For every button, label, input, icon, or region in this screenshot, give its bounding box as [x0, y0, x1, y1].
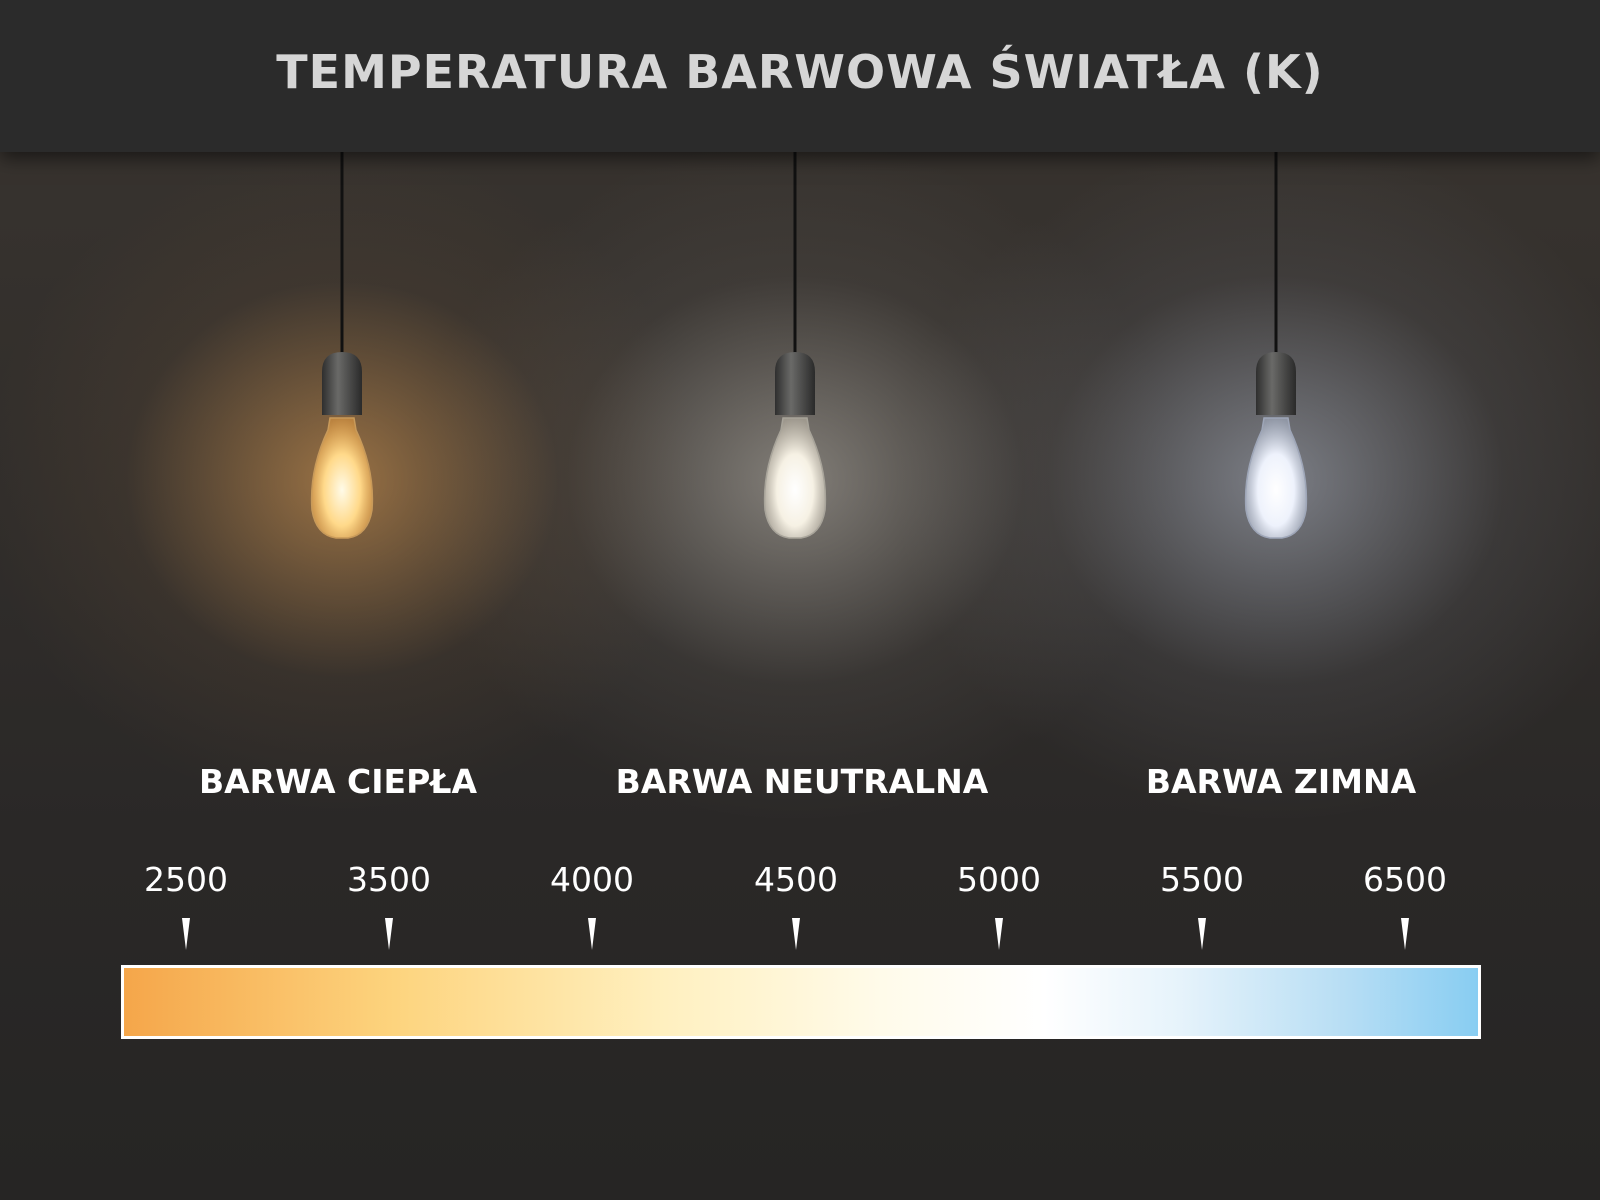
scale-label-4000: 4000 — [550, 860, 634, 899]
scale-label-5500: 5500 — [1160, 860, 1244, 899]
category-cool-label: BARWA ZIMNA — [1145, 762, 1417, 801]
page-title: TEMPERATURA BARWOWA ŚWIATŁA (K) — [276, 45, 1324, 99]
color-temperature-gradient-bar — [121, 965, 1481, 1039]
scale-tick-marker — [1198, 918, 1206, 950]
header: TEMPERATURA BARWOWA ŚWIATŁA (K) — [0, 0, 1600, 152]
scale-tick-marker — [385, 918, 393, 950]
bulb-cool — [1244, 150, 1308, 539]
bulb-neutral — [763, 150, 827, 539]
category-warm-label: BARWA CIEPŁA — [198, 762, 478, 801]
scale-label-4500: 4500 — [754, 860, 838, 899]
scale-tick-marker — [588, 918, 596, 950]
scale-tick-marker — [1401, 918, 1409, 950]
scale-label-2500: 2500 — [144, 860, 228, 899]
scale-tick-marker — [995, 918, 1003, 950]
scale-label-5000: 5000 — [957, 860, 1041, 899]
scale-label-6500: 6500 — [1363, 860, 1447, 899]
scale-tick-marker — [182, 918, 190, 950]
scale-label-3500: 3500 — [347, 860, 431, 899]
bulb-warm — [310, 150, 374, 539]
scale-tick-marker — [792, 918, 800, 950]
category-neutral-label: BARWA NEUTRALNA — [615, 762, 989, 801]
